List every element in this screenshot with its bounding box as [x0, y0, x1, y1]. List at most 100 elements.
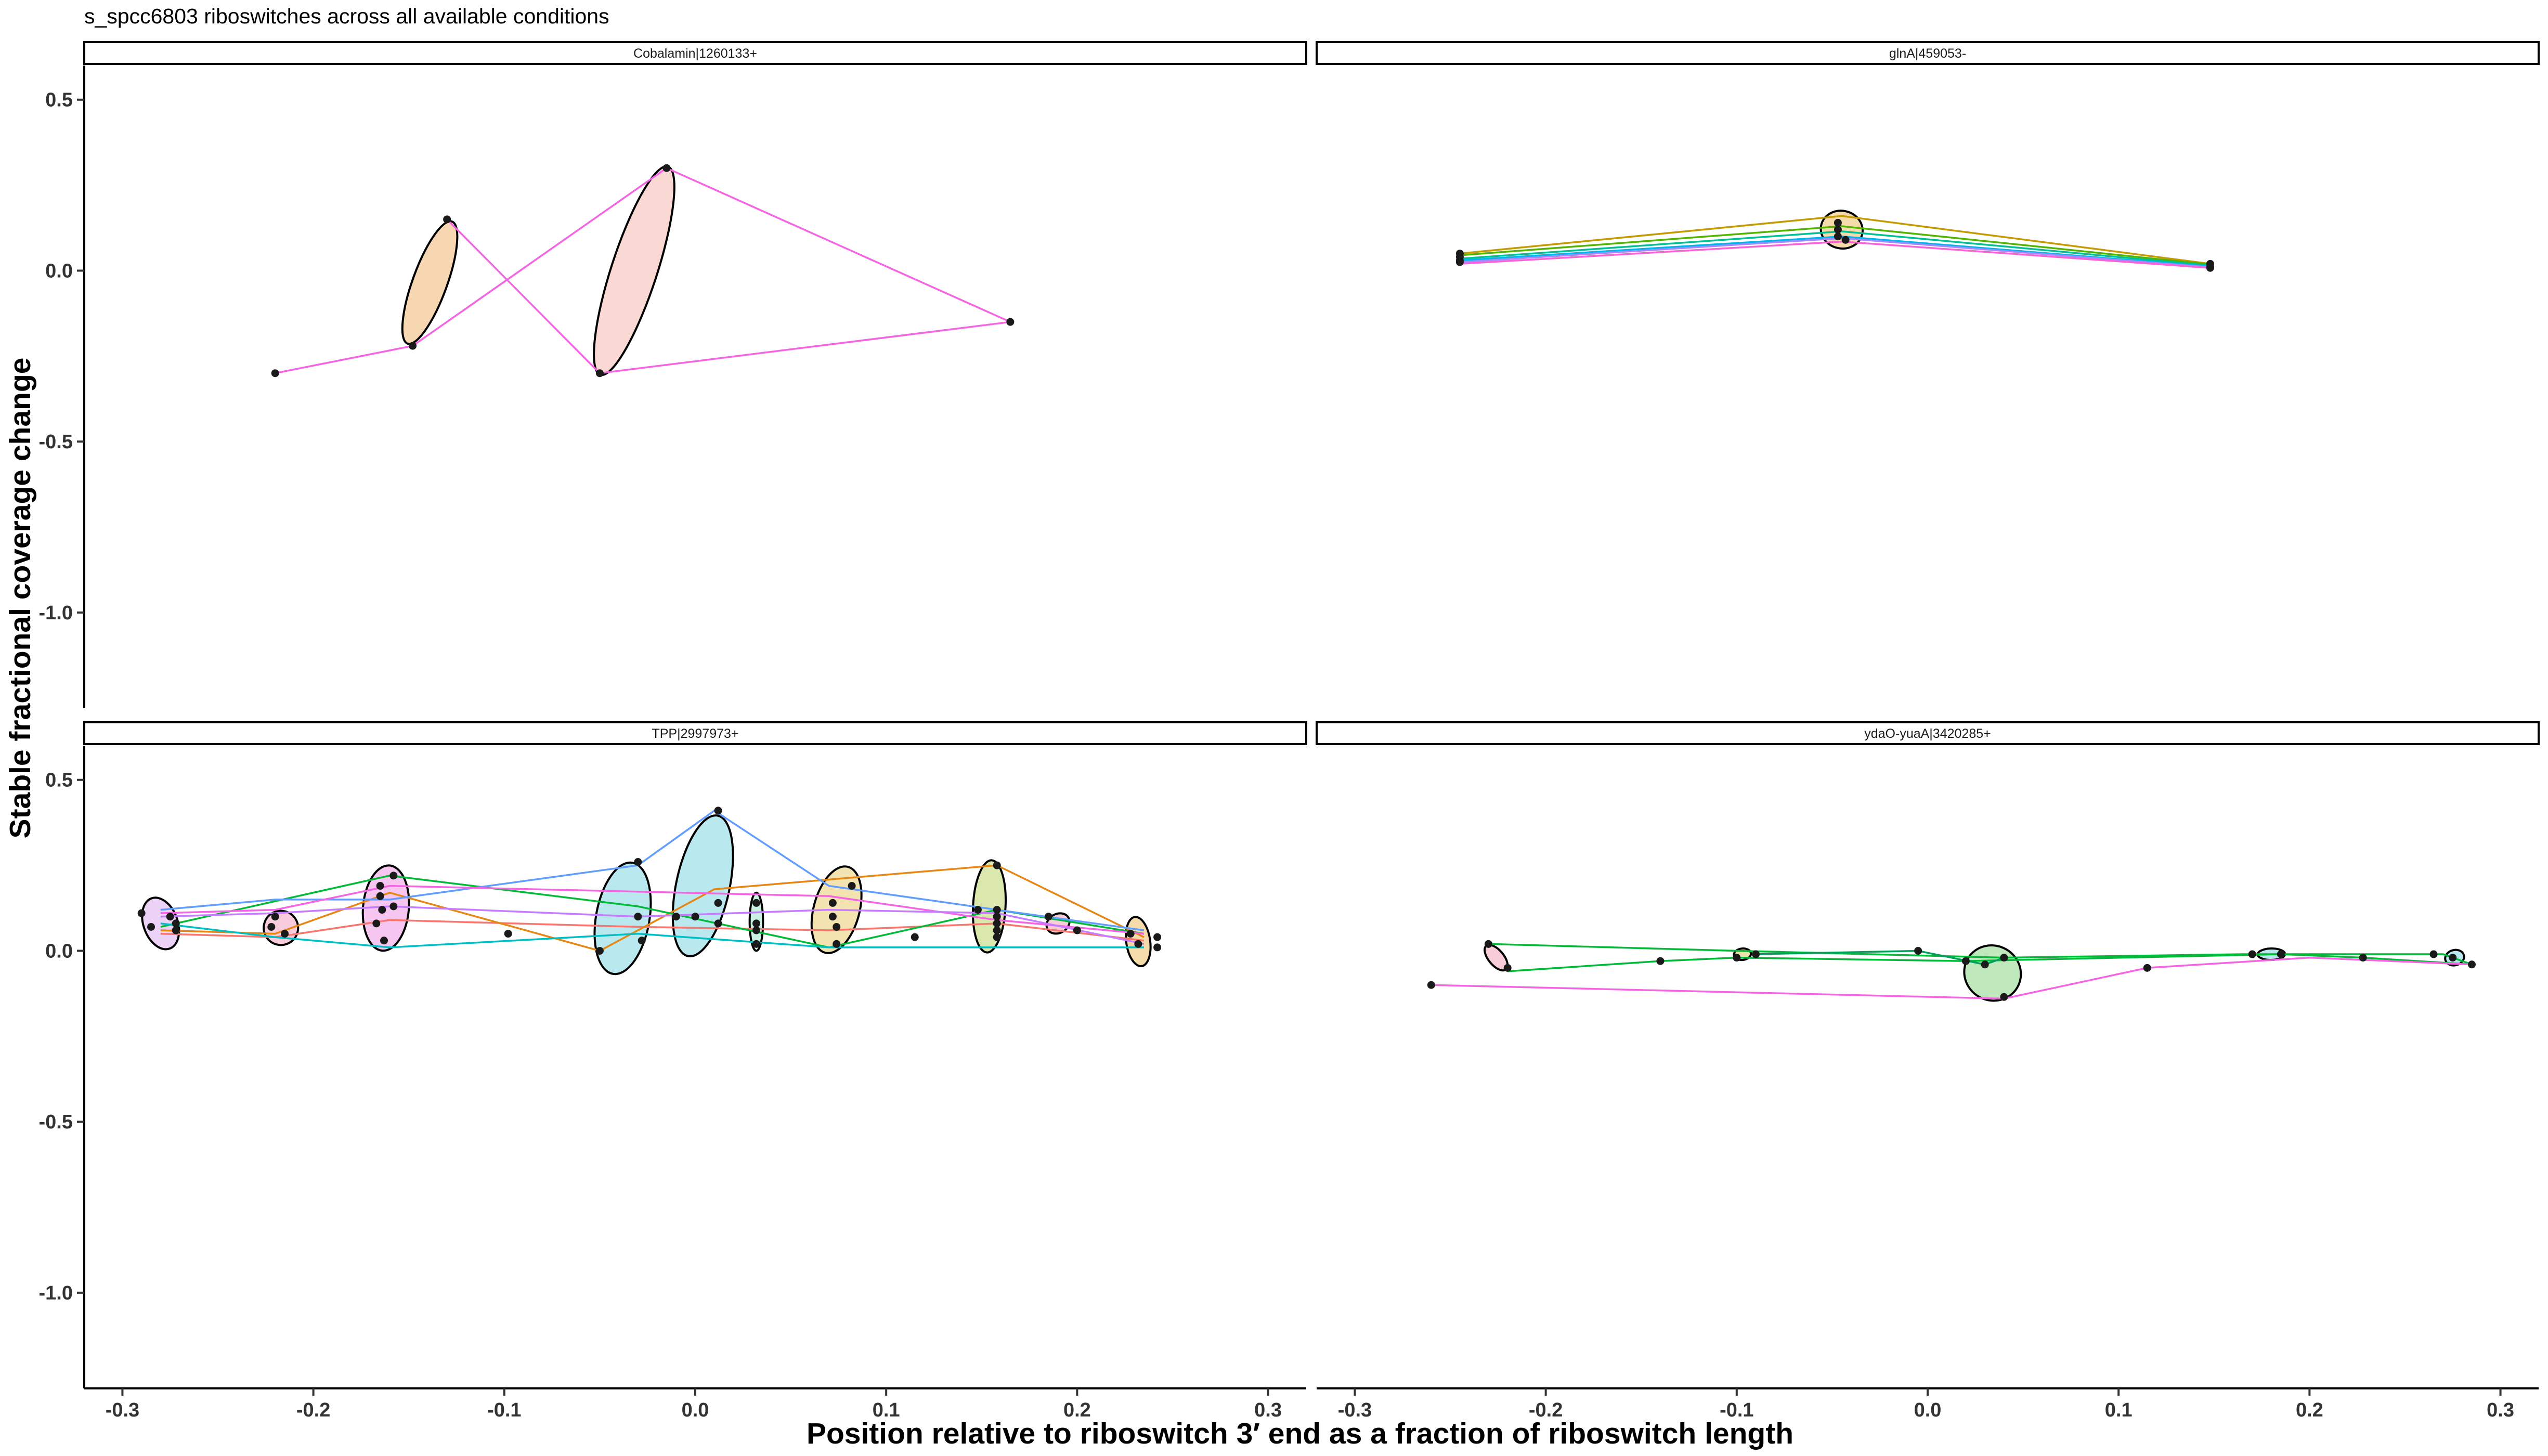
condition-line: [160, 922, 1144, 948]
facet-panel: ydaO-yuaA|3420285+ -0.3 -0.2 -0.1 0.0 0.1 0.2 0…: [1316, 721, 2540, 1421]
data-point: [1484, 940, 1492, 948]
data-point: [662, 164, 671, 172]
data-point: [389, 902, 398, 911]
data-point: [828, 913, 837, 921]
data-point: [638, 937, 646, 945]
data-point: [1834, 226, 1842, 234]
facet-strip: [1316, 41, 2540, 65]
facet-strip-label: Cobalamin|1260133+: [633, 46, 757, 61]
x-tick-label: -0.1: [487, 1399, 521, 1421]
data-point: [2000, 993, 2008, 1001]
data-point: [714, 919, 722, 928]
data-point: [372, 919, 381, 928]
data-point: [2248, 950, 2256, 958]
condition-ellipse: [1963, 944, 2022, 1002]
y-tick-label: 0.0: [45, 940, 73, 962]
y-tick-label: -1.0: [39, 602, 73, 624]
x-tick-label: -0.3: [106, 1399, 139, 1421]
data-point: [993, 913, 1001, 921]
data-point: [380, 937, 388, 945]
panels-layer: Cobalamin|1260133+ 0.5 0.0 -0.5 -1.0 glnA|459…: [39, 41, 2540, 1421]
data-point: [993, 933, 1001, 941]
data-point: [1656, 957, 1665, 965]
y-tick-label: -0.5: [39, 1111, 73, 1133]
x-tick-label: -0.1: [1720, 1399, 1753, 1421]
data-point: [1153, 933, 1162, 941]
x-axis-label: Position relative to riboswitch 3′ end a…: [807, 1417, 1793, 1450]
data-point: [281, 930, 289, 938]
x-tick-label: -0.2: [1529, 1399, 1563, 1421]
data-point: [147, 922, 155, 931]
x-tick-label: -0.3: [1338, 1399, 1372, 1421]
data-point: [1126, 930, 1135, 938]
condition-line: [275, 167, 1011, 374]
facet-strip-label: ydaO-yuaA|3420285+: [1864, 726, 1991, 741]
condition-line: [160, 885, 1145, 935]
data-point: [172, 926, 180, 934]
data-point: [833, 922, 841, 931]
data-point: [271, 913, 279, 921]
condition-line: [446, 218, 1011, 374]
data-point: [504, 930, 512, 938]
data-point: [691, 913, 699, 921]
data-point: [2429, 950, 2438, 958]
x-tick-label: 0.2: [1063, 1399, 1091, 1421]
data-point: [634, 858, 642, 866]
y-tick-label: -0.5: [39, 431, 73, 453]
facet-panel: glnA|459053-: [1316, 41, 2540, 272]
data-point: [993, 919, 1001, 928]
condition-line: [1431, 956, 2472, 1000]
condition-ellipse: [593, 861, 652, 976]
data-point: [1073, 926, 1081, 934]
condition-line: [1460, 240, 2211, 269]
data-point: [376, 892, 384, 900]
facet-strip: [83, 41, 1307, 65]
data-point: [752, 899, 760, 907]
facet-strip-label: TPP|2997973+: [652, 726, 738, 741]
data-point: [595, 946, 604, 955]
data-point: [443, 215, 451, 224]
data-point: [409, 342, 417, 350]
facet-panel: Cobalamin|1260133+ 0.5 0.0 -0.5 -1.0: [39, 41, 1307, 708]
condition-line: [1460, 237, 2211, 268]
data-point: [172, 919, 180, 928]
y-tick-label: -1.0: [39, 1282, 73, 1304]
data-point: [2359, 954, 2367, 962]
data-point: [993, 906, 1001, 914]
condition-line: [160, 809, 1145, 931]
data-point: [714, 899, 722, 907]
facet-panel: TPP|2997973+ 0.5 0.0 -0.5 -1.0 -0.3 -0.2 -0.1 0.…: [39, 721, 1307, 1421]
data-point: [2449, 954, 2457, 962]
x-tick-label: 0.0: [682, 1399, 709, 1421]
data-point: [389, 872, 398, 880]
y-tick-label: 0.0: [45, 260, 73, 282]
data-point: [267, 922, 276, 931]
data-point: [672, 913, 680, 921]
data-point: [1006, 318, 1015, 326]
x-tick-label: 0.0: [1914, 1399, 1942, 1421]
data-point: [993, 861, 1001, 869]
data-point: [2143, 964, 2151, 972]
y-tick-label: 0.5: [45, 89, 73, 111]
data-point: [973, 906, 982, 914]
data-point: [2277, 950, 2285, 958]
x-tick-label: 0.2: [2296, 1399, 2323, 1421]
data-point: [993, 926, 1001, 934]
data-point: [1981, 960, 1989, 969]
data-point: [1044, 913, 1052, 921]
data-point: [1752, 950, 1760, 958]
data-point: [752, 926, 760, 934]
x-tick-label: 0.3: [2487, 1399, 2514, 1421]
data-point: [1503, 964, 1512, 972]
condition-ellipse: [401, 220, 459, 345]
data-point: [166, 913, 174, 921]
facet-strip-label: glnA|459053-: [1889, 46, 1966, 61]
data-point: [2467, 960, 2476, 969]
condition-line: [1460, 225, 2211, 266]
data-point: [714, 807, 722, 815]
x-tick-label: 0.3: [1254, 1399, 1282, 1421]
condition-line: [1488, 943, 2473, 966]
facet-strip: [1316, 721, 2540, 745]
data-point: [828, 899, 837, 907]
